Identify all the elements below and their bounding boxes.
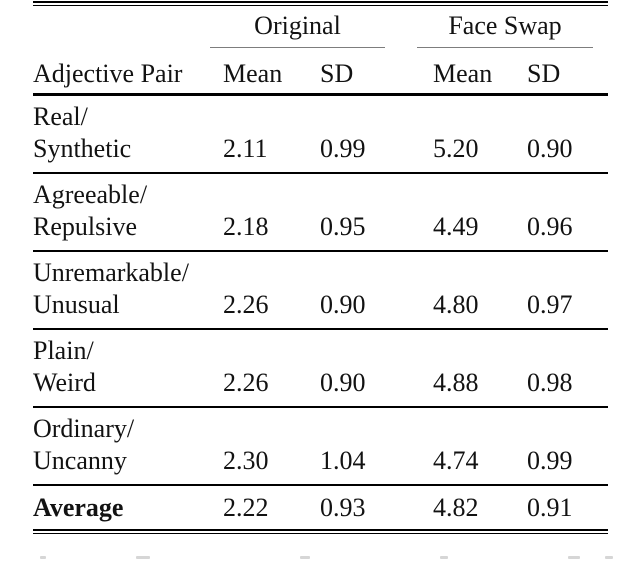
pair-line-1: Unremarkable/ [33, 258, 189, 287]
faceswap-sd-value: 0.97 [527, 290, 573, 319]
pair-line-2: Synthetic [33, 134, 132, 163]
average-original-mean: 2.22 [223, 493, 269, 522]
faceswap-mean-value: 5.20 [433, 134, 479, 163]
average-original-sd: 0.93 [320, 493, 366, 522]
average-label: Average [33, 493, 124, 522]
average-faceswap-sd: 0.91 [527, 493, 573, 522]
original-sd-value: 1.04 [320, 446, 366, 475]
header-original-mean: Mean [223, 59, 283, 88]
pair-line-1: Ordinary/ [33, 414, 135, 443]
pair-line-1: Real/ [33, 102, 88, 131]
average-row: Average 2.22 0.93 4.82 0.91 [33, 486, 608, 529]
table-row: Plain/ Weird 2.26 0.90 4.88 0.98 [33, 330, 608, 408]
faceswap-mean-value: 4.49 [433, 212, 479, 241]
table-row: Agreeable/ Repulsive 2.18 0.95 4.49 0.96 [33, 174, 608, 252]
faceswap-sd-value: 0.90 [527, 134, 573, 163]
caption-remnant-mark [40, 556, 46, 559]
table-top-rule [33, 1, 608, 6]
faceswap-sd-value: 0.96 [527, 212, 573, 241]
caption-remnant-mark [300, 556, 310, 559]
header-original-sd: SD [320, 59, 354, 88]
faceswap-mean-value: 4.80 [433, 290, 479, 319]
original-mean-value: 2.11 [223, 134, 268, 163]
pair-line-2: Weird [33, 368, 96, 397]
pair-line-2: Unusual [33, 290, 120, 319]
adjective-pair-table: Original Face Swap Adjective Pair Mean S… [33, 1, 608, 534]
header-faceswap-sd: SD [527, 59, 561, 88]
header-faceswap-mean: Mean [433, 59, 493, 88]
table-bottom-rule [33, 529, 608, 534]
table-row: Ordinary/ Uncanny 2.30 1.04 4.74 0.99 [33, 408, 608, 486]
pair-line-1: Plain/ [33, 336, 94, 365]
caption-remnant-mark [568, 556, 580, 559]
original-mean-value: 2.30 [223, 446, 269, 475]
caption-remnant-mark [440, 556, 448, 559]
pair-line-2: Repulsive [33, 212, 137, 241]
faceswap-sd-value: 0.99 [527, 446, 573, 475]
original-mean-value: 2.26 [223, 290, 269, 319]
header-adjective-pair: Adjective Pair [33, 59, 183, 88]
adjective-pair-cell: Agreeable/ Repulsive [33, 179, 223, 243]
table-row: Real/ Synthetic 2.11 0.99 5.20 0.90 [33, 96, 608, 174]
group-header-original: Original [210, 6, 385, 48]
adjective-pair-cell: Plain/ Weird [33, 335, 223, 399]
group-header-face-swap: Face Swap [417, 6, 593, 48]
caption-remnant-cropped [40, 556, 640, 560]
faceswap-sd-value: 0.98 [527, 368, 573, 397]
caption-remnant-mark [605, 556, 613, 559]
average-faceswap-mean: 4.82 [433, 493, 479, 522]
original-sd-value: 0.90 [320, 368, 366, 397]
original-sd-value: 0.95 [320, 212, 366, 241]
original-mean-value: 2.18 [223, 212, 269, 241]
faceswap-mean-value: 4.74 [433, 446, 479, 475]
column-group-header-row: Original Face Swap [33, 6, 608, 48]
pair-line-1: Agreeable/ [33, 180, 148, 209]
column-header-row: Adjective Pair Mean SD Mean SD [33, 48, 608, 96]
pair-line-2: Uncanny [33, 446, 127, 475]
adjective-pair-cell: Real/ Synthetic [33, 101, 223, 165]
original-sd-value: 0.90 [320, 290, 366, 319]
original-mean-value: 2.26 [223, 368, 269, 397]
adjective-pair-cell: Unremarkable/ Unusual [33, 257, 223, 321]
adjective-pair-cell: Ordinary/ Uncanny [33, 413, 223, 477]
faceswap-mean-value: 4.88 [433, 368, 479, 397]
original-sd-value: 0.99 [320, 134, 366, 163]
table-row: Unremarkable/ Unusual 2.26 0.90 4.80 0.9… [33, 252, 608, 330]
caption-remnant-mark [136, 556, 150, 559]
